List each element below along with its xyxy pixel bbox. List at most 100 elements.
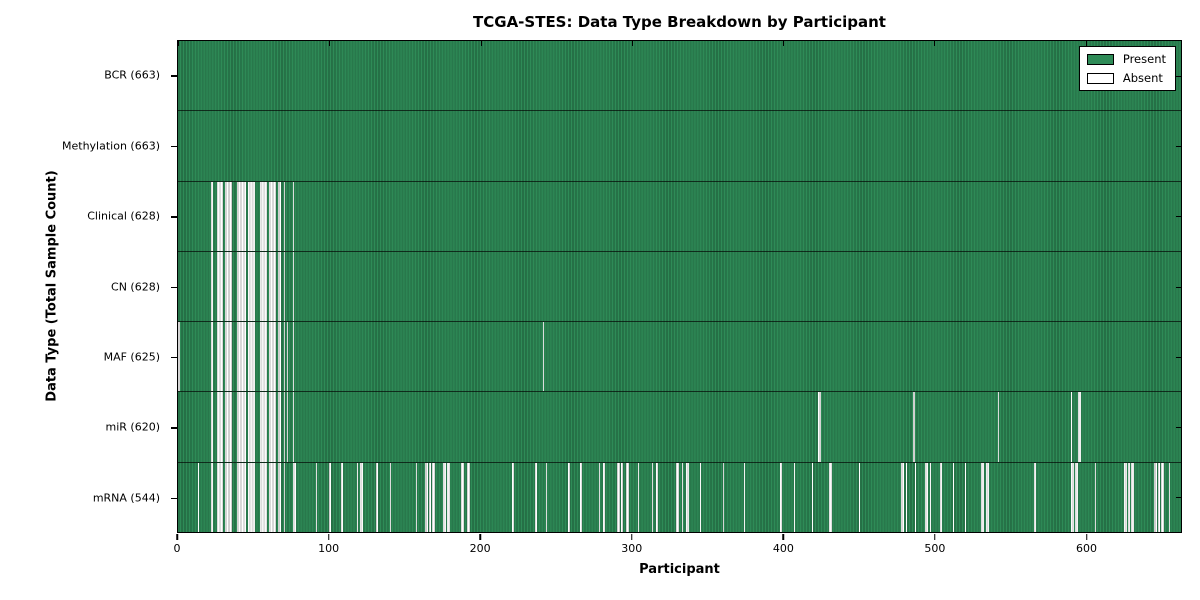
- absent-stripe: [217, 322, 224, 392]
- absent-stripe: [1128, 462, 1130, 532]
- absent-stripe: [268, 251, 277, 322]
- y-tick-label: miR (620): [105, 420, 161, 434]
- absent-stripe: [925, 462, 929, 532]
- absent-stripe: [905, 462, 908, 532]
- y-tick-mark-right: [1176, 146, 1181, 148]
- x-tick-label: 200: [469, 542, 491, 555]
- chart-title: TCGA-STES: Data Type Breakdown by Partic…: [473, 13, 886, 31]
- y-tick-mark-right: [1176, 426, 1181, 428]
- absent-stripe: [793, 462, 796, 532]
- x-tick-mark-top: [783, 41, 785, 46]
- x-tick-labels: 0 100 200 300 400 500 600: [173, 533, 1182, 565]
- y-tick-mark-right: [1176, 286, 1181, 288]
- x-axis-label: Participant: [639, 562, 720, 577]
- plot-area: Present Absent: [177, 40, 1182, 533]
- absent-stripe: [1123, 462, 1127, 532]
- absent-stripe: [247, 392, 256, 462]
- absent-stripe: [224, 251, 233, 322]
- absent-stripe: [217, 462, 224, 532]
- x-tick-mark-top: [631, 41, 633, 46]
- absent-stripe: [329, 462, 331, 532]
- y-tick-mark: [171, 356, 177, 359]
- absent-stripe: [901, 462, 905, 532]
- heatmap-row-mRNA: [178, 461, 1181, 532]
- absent-stripe: [283, 392, 286, 462]
- x-tick-label: 0: [173, 542, 181, 555]
- absent-stripe: [997, 392, 1000, 462]
- absent-stripe: [283, 181, 286, 251]
- absent-stripe: [237, 251, 247, 322]
- heatmap-row-miR: [178, 391, 1181, 462]
- absent-stripe: [625, 462, 629, 532]
- absent-stripe: [211, 462, 213, 532]
- y-tick-mark: [171, 145, 177, 148]
- absent-stripe: [656, 462, 658, 532]
- absent-stripe: [545, 462, 548, 532]
- absent-stripe: [283, 462, 286, 532]
- absent-stripe: [178, 322, 180, 392]
- absent-stripe: [651, 462, 653, 532]
- absent-stripe: [259, 251, 268, 322]
- absent-stripe: [1070, 462, 1074, 532]
- absent-stripe: [1078, 392, 1082, 462]
- absent-stripe: [217, 392, 224, 462]
- absent-stripe: [447, 462, 451, 532]
- x-tick-mark-top: [1085, 41, 1087, 46]
- absent-stripe: [1075, 462, 1079, 532]
- y-tick-mark: [171, 75, 177, 77]
- absent-stripe: [277, 322, 281, 392]
- absent-stripe: [432, 462, 436, 532]
- absent-stripe: [283, 251, 286, 322]
- absent-stripe: [811, 462, 814, 532]
- absent-stripe: [292, 251, 295, 322]
- absent-stripe: [542, 322, 545, 392]
- y-tick-mark-right: [1176, 76, 1181, 78]
- absent-stripe: [268, 462, 277, 532]
- absent-stripe: [1034, 462, 1036, 532]
- x-tick-mark: [782, 534, 785, 540]
- absent-stripe: [247, 251, 256, 322]
- absent-stripe: [376, 462, 378, 532]
- absent-stripe: [780, 462, 782, 532]
- y-tick-mark: [171, 286, 177, 288]
- absent-stripe: [197, 462, 200, 532]
- absent-stripe: [743, 462, 746, 532]
- absent-stripe: [699, 462, 702, 532]
- x-tick-label: 500: [924, 542, 946, 555]
- absent-stripe: [535, 462, 537, 532]
- y-tick-labels: BCR (663) Methylation (663) Clinical (628)…: [0, 40, 170, 533]
- absent-stripe: [268, 392, 277, 462]
- absent-stripe: [341, 462, 343, 532]
- heatmap-row-Clinical: [178, 180, 1181, 251]
- heatmap-row-CN: [178, 250, 1181, 322]
- absent-stripe: [268, 181, 277, 251]
- absent-stripe: [981, 462, 985, 532]
- absent-stripe: [389, 462, 392, 532]
- absent-stripe: [247, 322, 256, 392]
- y-tick-label: mRNA (544): [92, 491, 160, 505]
- absent-stripe: [1070, 392, 1073, 462]
- x-tick-mark: [1085, 534, 1088, 540]
- x-tick-label: 300: [621, 542, 643, 555]
- absent-stripe: [1153, 462, 1157, 532]
- legend-label-absent: Absent: [1122, 71, 1163, 85]
- y-tick-label: MAF (625): [103, 350, 160, 364]
- x-tick-mark-top: [178, 41, 179, 46]
- heatmap-row-BCR: [178, 41, 1181, 111]
- y-tick-mark: [171, 497, 177, 500]
- x-tick-mark: [327, 534, 330, 540]
- absent-stripe: [259, 392, 268, 462]
- heatmap-row-Methylation: [178, 110, 1181, 181]
- absent-stripe: [211, 392, 213, 462]
- absent-stripe: [247, 181, 256, 251]
- absent-stripe: [356, 462, 358, 532]
- absent-stripe: [940, 462, 942, 532]
- legend-item-absent: Absent: [1086, 71, 1166, 85]
- y-tick-label: CN (628): [111, 280, 160, 293]
- absent-stripe: [442, 462, 446, 532]
- absent-stripe: [964, 462, 967, 532]
- absent-stripe: [858, 462, 861, 532]
- absent-stripe: [277, 251, 281, 322]
- absent-stripe: [1161, 462, 1165, 532]
- absent-stripe: [292, 392, 295, 462]
